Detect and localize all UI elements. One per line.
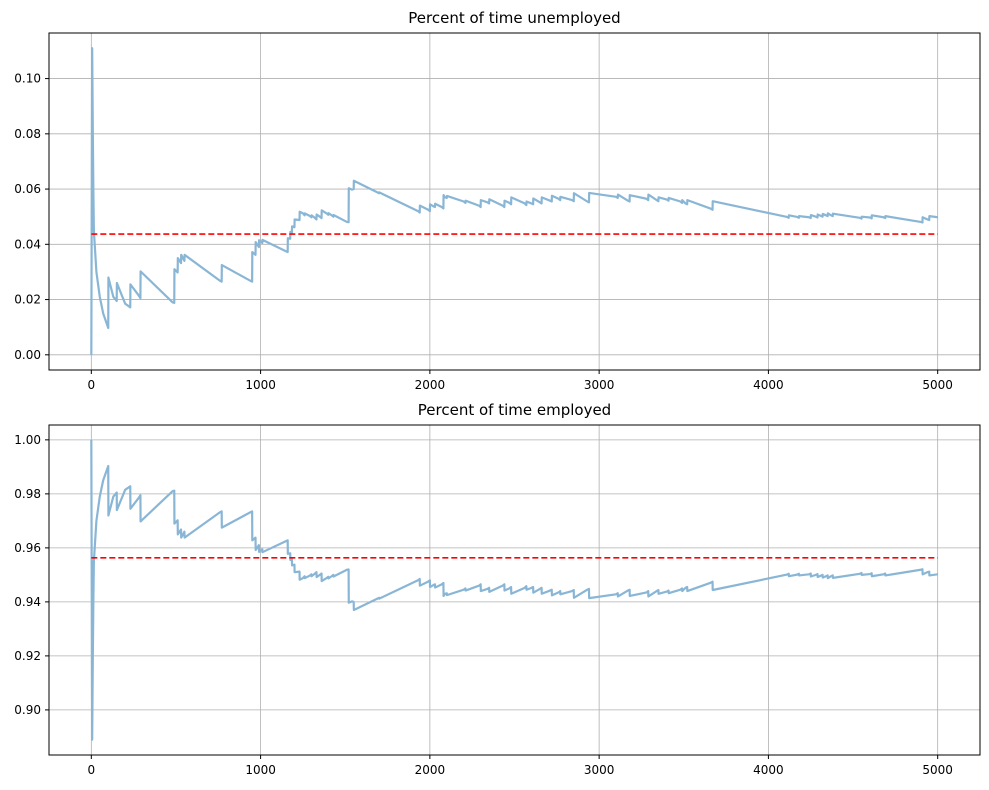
x-tick-label: 0 [87, 378, 95, 392]
y-tick-label: 1.00 [14, 433, 41, 447]
x-tick-label: 2000 [415, 763, 446, 777]
x-tick-label: 1000 [245, 763, 276, 777]
x-tick-label: 2000 [415, 378, 446, 392]
axes-frame [48, 32, 981, 371]
x-tick-label: 3000 [584, 378, 615, 392]
y-tick-label: 0.08 [14, 127, 41, 141]
x-tick-label: 3000 [584, 763, 615, 777]
y-tick-label: 0.98 [14, 487, 41, 501]
y-tick-label: 0.10 [14, 72, 41, 86]
chart-title: Percent of time employed [418, 401, 611, 419]
chart-employed: 0 1000 2000 3000 4000 5000 0.90 0.92 0.94 0.96 0.9… [14, 401, 981, 777]
y-tick-label: 0.90 [14, 703, 41, 717]
chart-title: Percent of time unemployed [408, 9, 620, 27]
y-tick-label: 0.04 [14, 237, 41, 251]
y-tick-label: 0.92 [14, 649, 41, 663]
x-tick-label: 4000 [753, 763, 784, 777]
series-line [90, 439, 938, 741]
x-tick-label: 5000 [922, 763, 953, 777]
y-tick-label: 0.00 [14, 348, 41, 362]
y-tick-label: 0.96 [14, 541, 41, 555]
x-tick-label: 5000 [922, 378, 953, 392]
y-tick-label: 0.02 [14, 293, 41, 307]
x-tick-label: 0 [87, 763, 95, 777]
x-tick-label: 4000 [753, 378, 784, 392]
axes-frame [48, 424, 981, 756]
chart-unemployed: 0 1000 2000 3000 4000 5000 0.00 0.02 0.04 0.06 0.0… [14, 9, 981, 392]
series-line [90, 47, 938, 355]
x-tick-label: 1000 [245, 378, 276, 392]
y-tick-label: 0.06 [14, 182, 41, 196]
y-tick-label: 0.94 [14, 595, 41, 609]
